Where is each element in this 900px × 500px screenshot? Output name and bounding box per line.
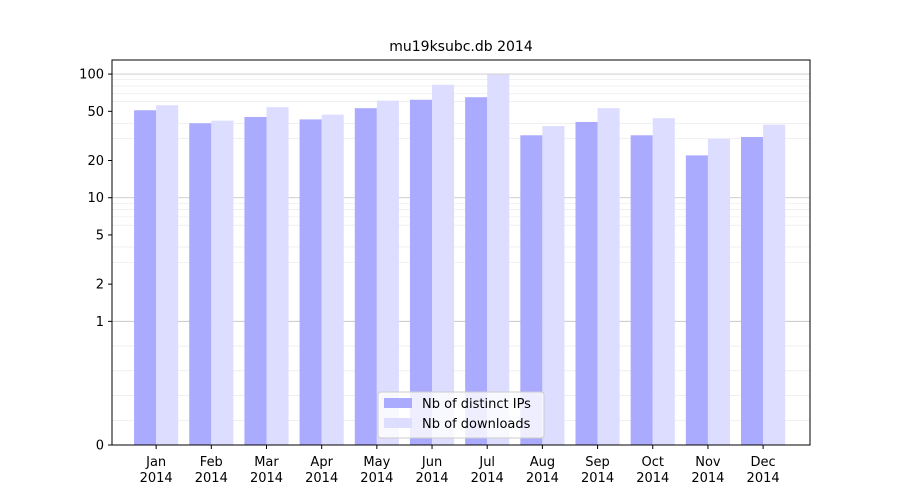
- x-tick-label-year: 2014: [305, 471, 338, 486]
- x-axis: Jan2014Feb2014Mar2014Apr2014May2014Jun20…: [140, 445, 780, 486]
- bar-downloads: [597, 108, 620, 445]
- bar-distinct-ips: [465, 97, 488, 446]
- bar-downloads: [156, 105, 179, 445]
- x-tick-label-month: Nov: [695, 455, 721, 470]
- y-tick-label: 5: [96, 228, 104, 243]
- x-tick-label-month: Oct: [642, 455, 664, 470]
- y-tick-label: 20: [87, 154, 104, 169]
- plot-frame: [111, 59, 811, 446]
- legend-box: [377, 391, 545, 439]
- legend: Nb of distinct IPs Nb of downloads: [377, 391, 545, 439]
- x-tick-label-month: Sep: [585, 455, 610, 470]
- bar-distinct-ips: [409, 99, 433, 445]
- bar-downloads: [542, 126, 565, 445]
- x-tick-label-month: Dec: [751, 455, 776, 470]
- bar-downloads: [211, 120, 234, 446]
- y-tick-label: 100: [79, 68, 104, 83]
- x-tick-label-year: 2014: [691, 471, 724, 486]
- bar-downloads: [652, 118, 675, 446]
- bar-downloads: [321, 114, 344, 445]
- y-tick-label: 50: [87, 105, 104, 120]
- x-tick-label-year: 2014: [195, 471, 228, 486]
- x-tick-label-month: Jan: [145, 455, 166, 470]
- x-tick-label-month: Apr: [310, 455, 333, 470]
- bar-distinct-ips: [354, 108, 377, 445]
- x-tick-label-month: May: [363, 455, 390, 470]
- x-tick-label-year: 2014: [360, 471, 393, 486]
- bar-downloads: [376, 100, 399, 445]
- y-tick-label: 2: [96, 278, 104, 293]
- y-tick-label: 0: [96, 439, 104, 454]
- bar-distinct-ips: [299, 119, 322, 445]
- bar-distinct-ips: [520, 135, 543, 445]
- x-tick-label-month: Feb: [200, 455, 223, 470]
- x-tick-label-year: 2014: [581, 471, 614, 486]
- bar-downloads: [487, 74, 510, 445]
- chart-title: mu19ksubc.db 2014: [389, 39, 533, 55]
- bars: [134, 74, 786, 446]
- bar-downloads: [707, 138, 730, 446]
- bar-distinct-ips: [630, 135, 653, 445]
- x-tick-label-month: Mar: [254, 455, 279, 470]
- x-tick-label-year: 2014: [140, 471, 173, 486]
- y-tick-label: 10: [87, 191, 104, 206]
- x-tick-label-year: 2014: [747, 471, 780, 486]
- legend-swatch: [384, 398, 412, 408]
- bar-downloads: [432, 84, 455, 445]
- x-tick-label-year: 2014: [526, 471, 559, 486]
- bar-distinct-ips: [741, 136, 764, 445]
- bar-distinct-ips: [189, 123, 212, 445]
- bar-distinct-ips: [685, 155, 708, 445]
- x-tick-label-month: Jun: [421, 455, 442, 470]
- bar-distinct-ips: [134, 110, 157, 445]
- y-axis: 0 1 2 5 10 20 50 100: [79, 68, 112, 454]
- bar-distinct-ips: [244, 116, 267, 445]
- legend-swatch: [384, 418, 412, 428]
- x-tick-label-month: Aug: [530, 455, 555, 470]
- x-tick-label-year: 2014: [250, 471, 283, 486]
- bar-distinct-ips: [575, 121, 598, 445]
- legend-label: Nb of distinct IPs: [422, 397, 531, 412]
- x-tick-label-month: Jul: [478, 455, 495, 470]
- x-tick-label-year: 2014: [471, 471, 504, 486]
- bar-downloads: [763, 124, 786, 445]
- x-tick-label-year: 2014: [415, 471, 448, 486]
- y-tick-label: 1: [96, 315, 104, 330]
- bar-downloads: [266, 107, 289, 445]
- legend-label: Nb of downloads: [422, 417, 531, 432]
- x-tick-label-year: 2014: [636, 471, 669, 486]
